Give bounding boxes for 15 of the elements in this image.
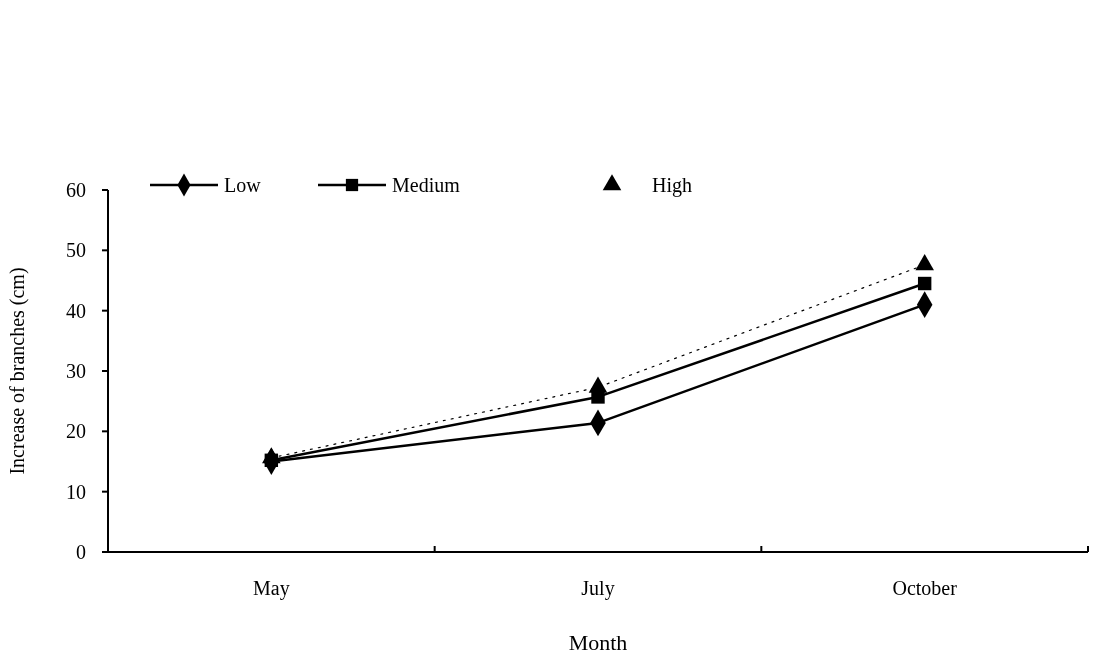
x-tick-label: May	[253, 577, 290, 600]
y-tick-label: 60	[66, 179, 86, 201]
legend-label: High	[652, 174, 692, 197]
y-tick-label: 0	[76, 541, 86, 563]
x-axis-title: Month	[568, 630, 628, 655]
y-tick-label: 50	[66, 239, 86, 262]
y-tick-label: 40	[66, 299, 86, 322]
y-tick-label: 10	[66, 480, 86, 503]
y-tick-label: 20	[66, 420, 86, 443]
legend-label: Low	[224, 174, 262, 196]
x-tick-label: October	[892, 577, 958, 599]
y-axis-title: Increase of branches (cm)	[6, 267, 29, 475]
legend-label: Medium	[392, 174, 461, 196]
y-tick-label: 30	[66, 360, 86, 382]
x-tick-label: July	[581, 577, 615, 600]
